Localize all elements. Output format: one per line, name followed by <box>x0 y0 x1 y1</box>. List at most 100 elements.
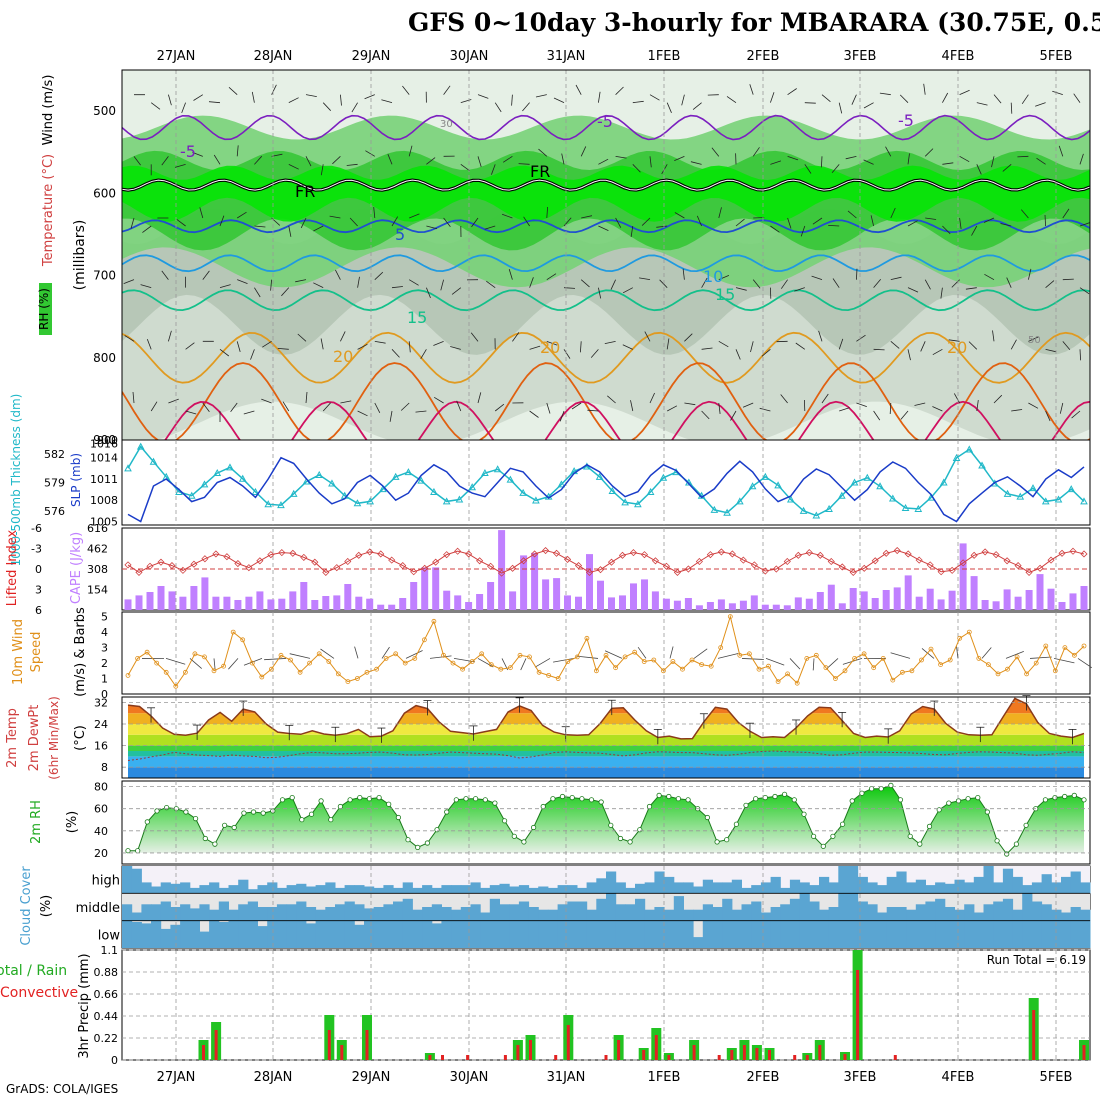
cloud-high-cell <box>925 885 936 894</box>
cloud-low-cell <box>402 920 413 948</box>
wind-barb <box>297 333 307 342</box>
precip-conv-bar <box>604 1055 608 1060</box>
cloud-middle-cell <box>1080 909 1091 921</box>
thickness-point <box>430 487 438 495</box>
wind-speed-point <box>221 663 227 669</box>
rh-axis-label: 2m RH <box>29 800 44 844</box>
wind-speed-point <box>833 676 838 681</box>
cloud-high-cell <box>596 878 607 894</box>
lifted-index-point <box>179 566 187 574</box>
lifted-index-point <box>509 564 517 572</box>
cloud-high-cell <box>654 871 665 894</box>
wind-barb <box>851 94 857 105</box>
wind-10m-barb <box>981 647 992 659</box>
wind-barb <box>780 394 788 404</box>
wind-10m-barb <box>243 658 263 666</box>
wind-barb <box>161 270 169 280</box>
cape-bar <box>135 595 143 610</box>
cloud-high-cell <box>635 883 646 894</box>
wind-speed-point <box>345 679 351 684</box>
rh-point <box>878 786 884 792</box>
cloud-high-cell <box>673 882 684 894</box>
thickness-point <box>519 488 527 496</box>
wind-speed-point <box>813 652 819 658</box>
lifted-index-point <box>750 561 758 569</box>
cloud-high-cell <box>151 886 162 894</box>
wind-speed-point <box>861 651 867 657</box>
thickness-point <box>1041 497 1050 505</box>
wind-10m-barb <box>405 650 423 659</box>
wind-speed-point <box>880 656 886 661</box>
wind-barb <box>176 219 186 227</box>
cloud-high-cell <box>325 882 336 894</box>
wind-barb <box>250 349 255 360</box>
cape-bar <box>179 596 187 610</box>
cloud-high-cell <box>625 887 636 894</box>
temp-axis-label-d: (°C) <box>73 725 88 751</box>
lifted-index-point <box>695 557 703 566</box>
li-tick-6: 6 <box>35 604 42 617</box>
wind-barb <box>659 279 668 288</box>
cloud-middle-cell <box>199 904 210 921</box>
cloud-low-cell <box>809 920 820 948</box>
wind-barb <box>804 102 816 104</box>
date-bottom-27JAN: 27JAN <box>157 1070 196 1085</box>
wind-10m-barb <box>520 658 527 671</box>
wind-speed-point <box>307 660 313 666</box>
cloud-middle-cell <box>654 907 665 921</box>
wind-barb <box>1045 410 1051 422</box>
lifted-index-point <box>717 548 725 556</box>
wind-barb <box>219 349 230 357</box>
cloud-low-cell <box>1022 920 1033 948</box>
wind-barb <box>563 217 572 227</box>
wind-barb <box>236 341 241 353</box>
cloud-high-cell <box>964 882 975 894</box>
cloud-middle-cell <box>305 907 317 921</box>
cape-tick-462: 462 <box>87 543 108 556</box>
cape-bar <box>399 598 407 610</box>
lifted-index-point <box>739 556 747 564</box>
wind-speed-point <box>546 673 551 678</box>
cape-bar <box>465 602 473 610</box>
wind-barb <box>320 338 324 350</box>
wind-speed-point <box>1024 671 1029 677</box>
wind-barb <box>692 102 702 110</box>
precip-conv-bar <box>214 1030 218 1060</box>
rh-point <box>559 793 566 800</box>
thickness-point <box>761 472 770 480</box>
lifted-index-point <box>1036 564 1044 572</box>
precip-tick-0.44: 0.44 <box>94 1010 119 1023</box>
cloud-high-cell <box>615 882 626 894</box>
wind-barb <box>615 217 622 228</box>
temp-axis-label-c: (6hr Min/Max) <box>47 696 61 780</box>
cloud-high-cell <box>209 882 220 894</box>
cloud-low-cell <box>441 920 452 948</box>
cloud-high-cell <box>393 887 404 894</box>
wind-tick-5: 5 <box>101 611 108 624</box>
cloud-low-cell <box>557 920 568 948</box>
lifted-index-point <box>377 550 385 558</box>
cape-bar <box>992 601 1000 610</box>
lifted-index-point <box>838 563 846 571</box>
wind-barb <box>923 83 926 95</box>
cloud-high-cell <box>373 887 384 894</box>
cloud-low-cell <box>683 920 694 948</box>
rh-point <box>1081 797 1087 803</box>
wind-tick-3: 3 <box>101 642 108 655</box>
wind-barb <box>701 347 713 350</box>
cloud-high-cell <box>557 885 568 894</box>
rh-point <box>743 802 749 808</box>
wind-speed-point <box>794 680 800 686</box>
cape-bar <box>1036 574 1044 610</box>
slp-tick-1011: 1011 <box>90 473 118 486</box>
lifted-index-point <box>1025 568 1033 576</box>
wind-barb <box>821 156 823 168</box>
wind-barb <box>451 287 462 295</box>
cloud-middle-cell <box>596 898 607 921</box>
wind-speed-point <box>393 651 399 657</box>
thickness-tick-582: 582 <box>44 448 65 461</box>
precip-conv-bar <box>805 1055 809 1060</box>
cape-bar <box>651 591 659 610</box>
lifted-index-point <box>706 551 714 559</box>
rh-point <box>366 796 372 802</box>
